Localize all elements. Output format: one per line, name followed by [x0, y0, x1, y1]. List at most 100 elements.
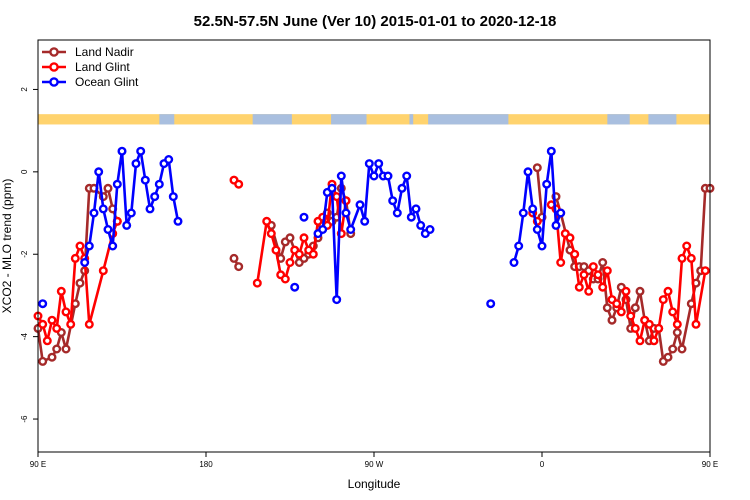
data-point-land-glint — [621, 286, 631, 296]
data-point-land-glint — [588, 262, 598, 272]
data-point-land-nadir — [234, 262, 244, 272]
legend-item-land-nadir: Land Nadir — [42, 45, 134, 59]
data-point-land-glint — [52, 323, 62, 333]
data-point-ocean-glint — [98, 204, 108, 214]
data-point-ocean-glint — [38, 299, 48, 309]
data-point-land-nadir — [635, 286, 645, 296]
data-point-land-glint — [672, 319, 682, 329]
data-point-ocean-glint — [341, 208, 351, 218]
data-point-land-glint — [332, 192, 342, 202]
data-point-ocean-glint — [528, 204, 538, 214]
data-point-ocean-glint — [94, 167, 104, 177]
data-point-ocean-glint — [392, 208, 402, 218]
data-point-ocean-glint — [173, 216, 183, 226]
data-point-ocean-glint — [150, 192, 160, 202]
y-tick-label: -6 — [20, 415, 29, 423]
legend-label-ocean-glint: Ocean Glint — [75, 75, 139, 89]
data-point-ocean-glint — [364, 159, 374, 169]
axes: 90 E 180 90 W 0 90 E 2 0 -2 -4 -6 — [20, 87, 718, 469]
data-point-land-glint — [234, 179, 244, 189]
data-point-land-nadir — [598, 258, 608, 268]
data-point-land-glint — [38, 319, 48, 329]
data-point-land-nadir — [607, 315, 617, 325]
data-point-land-glint — [556, 258, 566, 268]
data-point-land-glint — [630, 323, 640, 333]
data-point-land-glint — [635, 336, 645, 346]
data-point-ocean-glint — [80, 258, 90, 268]
data-point-land-glint — [84, 319, 94, 329]
data-point-land-glint — [262, 216, 272, 226]
data-point-land-glint — [266, 229, 276, 239]
x-tick-label: 90 W — [365, 460, 384, 469]
data-point-ocean-glint — [383, 171, 393, 181]
data-point-ocean-glint — [164, 154, 174, 164]
data-point-land-glint — [98, 266, 108, 276]
data-point-land-glint — [294, 249, 304, 259]
x-tick-label: 0 — [540, 460, 545, 469]
data-point-ocean-glint — [112, 179, 122, 189]
series-land-glint — [33, 175, 710, 346]
data-point-land-glint — [654, 323, 664, 333]
data-point-ocean-glint — [551, 220, 561, 230]
data-point-land-nadir — [75, 278, 85, 288]
x-tick-label: 90 E — [30, 460, 46, 469]
data-point-land-glint — [565, 233, 575, 243]
data-point-ocean-glint — [518, 208, 528, 218]
map-ocean-band — [428, 114, 509, 125]
data-point-ocean-glint — [145, 204, 155, 214]
data-point-ocean-glint — [84, 241, 94, 251]
data-point-land-nadir — [47, 352, 57, 362]
data-point-land-glint — [308, 249, 318, 259]
data-point-ocean-glint — [556, 208, 566, 218]
data-point-land-nadir — [630, 303, 640, 313]
legend-item-ocean-glint: Ocean Glint — [42, 75, 139, 89]
data-point-land-nadir — [532, 163, 542, 173]
data-point-land-glint — [75, 241, 85, 251]
data-point-land-nadir — [52, 344, 62, 354]
data-point-ocean-glint — [369, 171, 379, 181]
legend-label-land-nadir: Land Nadir — [75, 45, 134, 59]
data-point-land-glint — [644, 319, 654, 329]
data-point-ocean-glint — [523, 167, 533, 177]
legend-item-land-glint: Land Glint — [42, 60, 130, 74]
data-point-ocean-glint — [117, 146, 127, 156]
data-point-ocean-glint — [411, 204, 421, 214]
data-point-ocean-glint — [168, 192, 178, 202]
data-point-ocean-glint — [406, 212, 416, 222]
data-point-land-glint — [602, 266, 612, 276]
data-point-ocean-glint — [416, 220, 426, 230]
data-point-land-glint — [700, 266, 710, 276]
series-line-land-nadir — [554, 187, 710, 363]
data-point-land-glint — [691, 319, 701, 329]
data-point-land-glint — [70, 253, 80, 263]
x-tick-label: 180 — [199, 460, 213, 469]
data-point-ocean-glint — [514, 241, 524, 251]
data-point-ocean-glint — [542, 179, 552, 189]
data-point-ocean-glint — [89, 208, 99, 218]
series-line-land-nadir — [536, 167, 544, 218]
data-point-land-glint — [280, 274, 290, 284]
map-ocean-band — [607, 114, 630, 125]
data-point-ocean-glint — [537, 241, 547, 251]
y-tick-label: 0 — [20, 169, 29, 174]
data-point-ocean-glint — [397, 183, 407, 193]
data-point-land-glint — [658, 295, 668, 305]
data-point-ocean-glint — [122, 220, 132, 230]
data-point-land-glint — [677, 253, 687, 263]
map-ocean-band — [252, 114, 292, 125]
data-point-land-nadir — [61, 344, 71, 354]
map-ocean-band — [159, 114, 175, 125]
data-point-ocean-glint — [154, 179, 164, 189]
data-point-land-glint — [668, 307, 678, 317]
data-point-land-glint — [47, 315, 57, 325]
data-point-land-nadir — [602, 303, 612, 313]
data-point-ocean-glint — [346, 224, 356, 234]
data-point-land-glint — [66, 319, 76, 329]
data-point-ocean-glint — [140, 175, 150, 185]
data-point-ocean-glint — [546, 146, 556, 156]
data-point-ocean-glint — [402, 171, 412, 181]
x-axis-label: Longitude — [348, 477, 401, 491]
map-ocean-band — [409, 114, 414, 125]
data-point-land-nadir — [677, 344, 687, 354]
